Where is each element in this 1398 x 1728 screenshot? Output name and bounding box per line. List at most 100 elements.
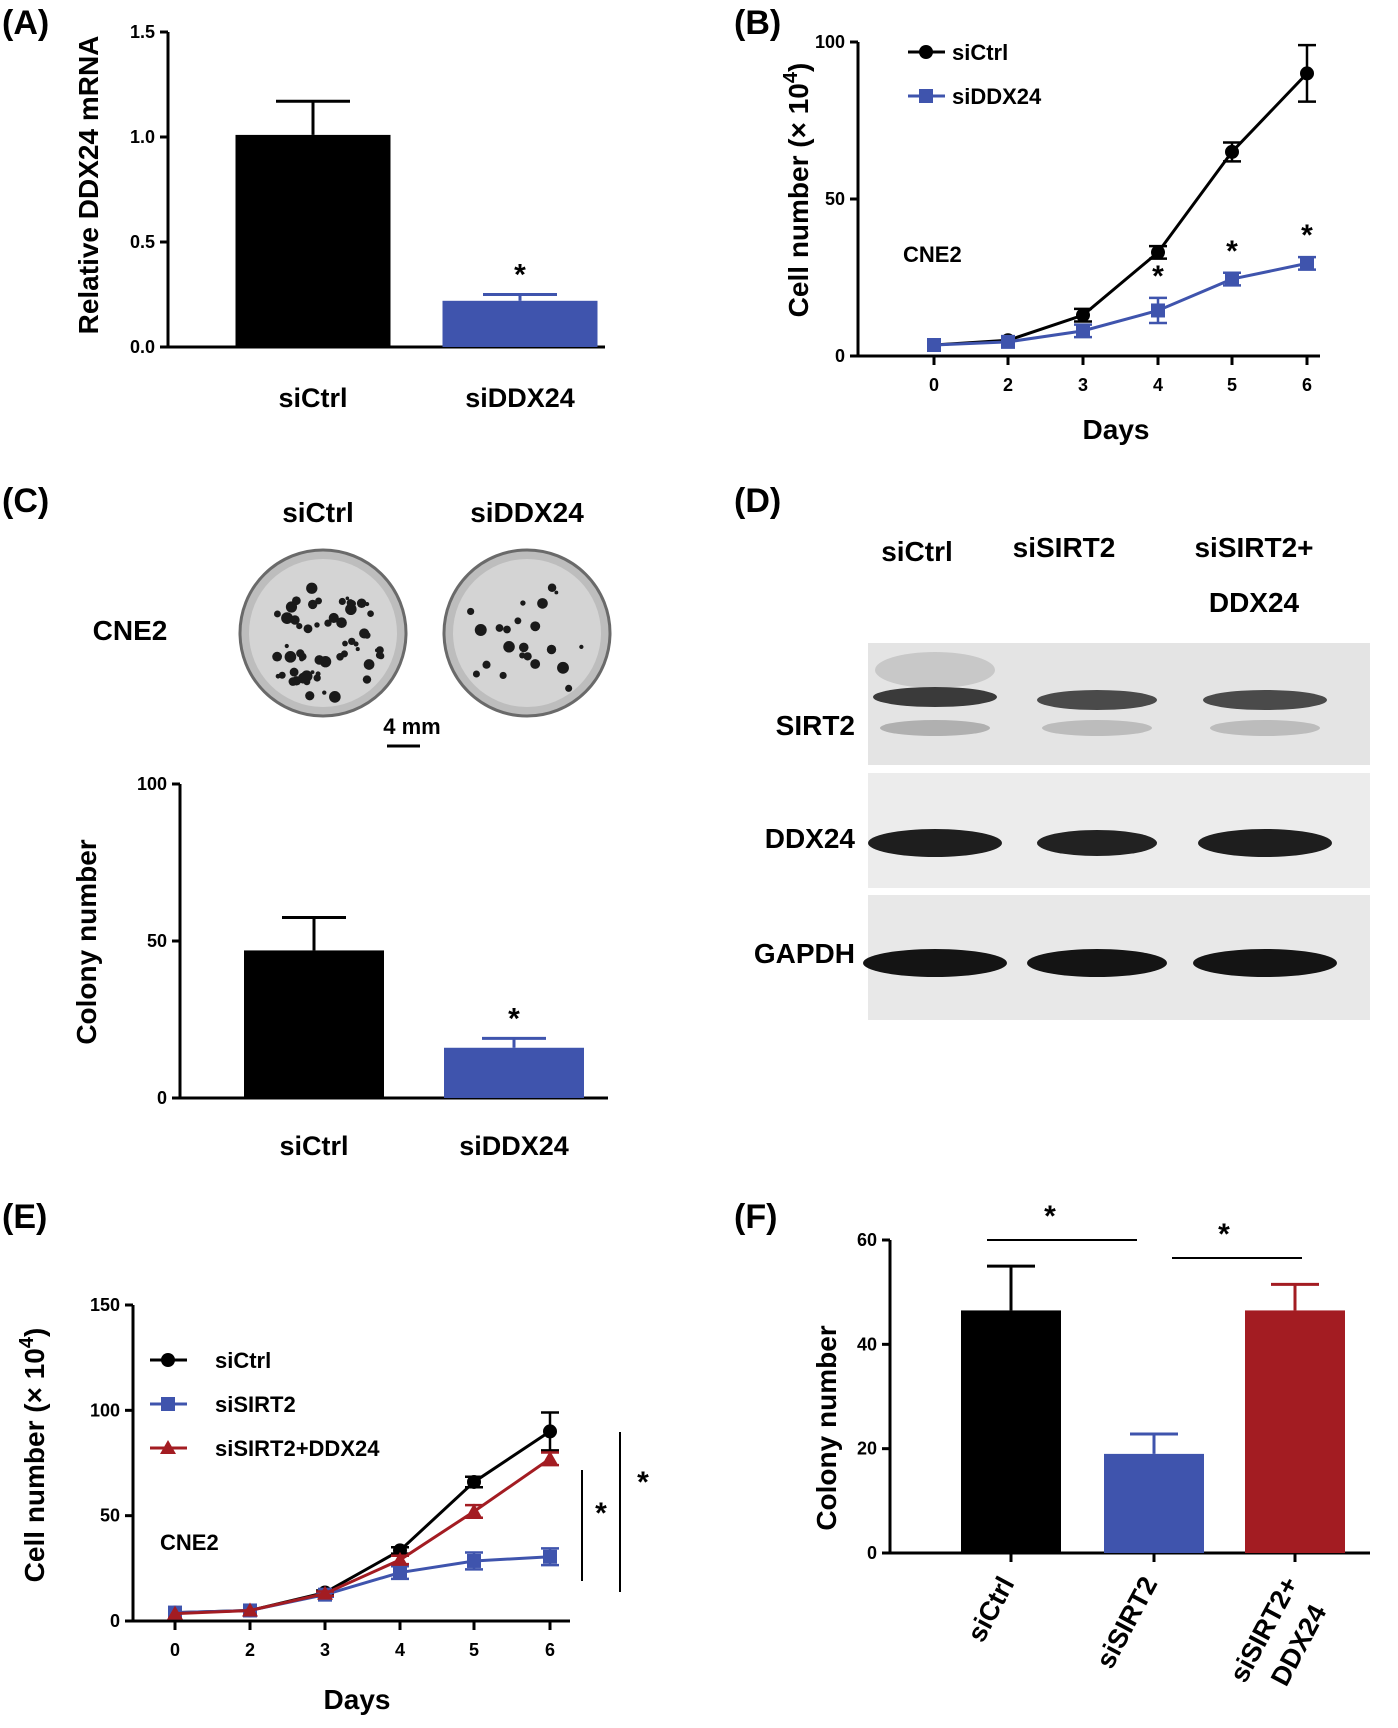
panel-c-row-label: CNE2 bbox=[93, 615, 168, 646]
legend-marker-sictrl bbox=[919, 45, 933, 59]
b-x-tick-label: 3 bbox=[1078, 375, 1088, 395]
colony bbox=[579, 644, 584, 650]
panel-f-ylabel: Colony number bbox=[811, 1325, 842, 1530]
comparison-star-2: * bbox=[1218, 1218, 1230, 1251]
colony bbox=[284, 651, 297, 663]
panel-e: (E) Cell number (× 104) Days CNE2 siCtrl… bbox=[2, 1198, 649, 1715]
colony bbox=[499, 671, 507, 680]
e-point bbox=[242, 1602, 258, 1617]
colony bbox=[345, 596, 350, 601]
lane-label-sictrl: siCtrl bbox=[881, 536, 953, 567]
band-label-gapdh: GAPDH bbox=[754, 938, 855, 969]
colony bbox=[292, 596, 301, 606]
legend-sictrl: siCtrl bbox=[952, 40, 1008, 65]
panel-d: (D) siCtrl siSIRT2 siSIRT2+ DDX24 SIRT2 … bbox=[734, 482, 1370, 1020]
legend-siddx24: siDDX24 bbox=[952, 84, 1042, 109]
b-point bbox=[1001, 334, 1015, 349]
f-y-tick-label: 20 bbox=[857, 1439, 877, 1459]
lane-label-sisirt2-ddx24: siSIRT2+ bbox=[1194, 532, 1313, 563]
b-point bbox=[1225, 272, 1239, 287]
e-point bbox=[542, 1450, 558, 1465]
b-point bbox=[1225, 144, 1239, 159]
colony bbox=[514, 617, 522, 625]
colony bbox=[329, 691, 341, 703]
c-y-tick-label: 50 bbox=[147, 931, 167, 951]
b-y-tick-label: 50 bbox=[825, 189, 845, 209]
b-point bbox=[1151, 245, 1165, 260]
colony bbox=[290, 615, 300, 625]
colony bbox=[296, 623, 303, 630]
a-y-tick-label: 1.5 bbox=[130, 22, 155, 42]
panel-e-ylabel-main: Cell number (× 10 bbox=[19, 1348, 50, 1582]
f-y-tick-label: 0 bbox=[867, 1543, 877, 1563]
colony bbox=[353, 641, 359, 647]
colony bbox=[520, 600, 526, 606]
e-y-tick-label: 0 bbox=[110, 1611, 120, 1631]
f-y-tick-label: 40 bbox=[857, 1334, 877, 1354]
f-category-label: siCtrl bbox=[961, 1572, 1020, 1647]
a-y-tick-label: 0.0 bbox=[130, 337, 155, 357]
colony bbox=[503, 641, 515, 653]
f-category-label: siSIRT2 bbox=[1090, 1572, 1163, 1674]
c-y-tick-label: 100 bbox=[137, 774, 167, 794]
colony bbox=[355, 647, 360, 652]
b-x-tick-label: 0 bbox=[929, 375, 939, 395]
b-x-tick-label: 6 bbox=[1302, 375, 1312, 395]
e-x-tick-label: 5 bbox=[469, 1640, 479, 1660]
b-sig: * bbox=[1301, 219, 1313, 252]
b-point bbox=[1076, 308, 1090, 323]
c-category-label: siDDX24 bbox=[459, 1131, 569, 1161]
comparison-star-1: * bbox=[1044, 1200, 1056, 1233]
legend-e-sictrl: siCtrl bbox=[215, 1348, 271, 1373]
c-y-tick-label: 0 bbox=[157, 1088, 167, 1108]
colony bbox=[315, 597, 323, 605]
colony bbox=[278, 671, 286, 679]
colony bbox=[328, 612, 339, 624]
e-x-tick-label: 6 bbox=[545, 1640, 555, 1660]
e-point bbox=[317, 1585, 333, 1600]
e-y-tick-label: 150 bbox=[90, 1295, 120, 1315]
panel-e-label: (E) bbox=[2, 1198, 47, 1236]
e-y-tick-label: 100 bbox=[90, 1400, 120, 1420]
colony bbox=[299, 656, 305, 662]
panel-e-ylabel: Cell number (× 104) bbox=[16, 1328, 50, 1583]
e-point bbox=[167, 1605, 183, 1620]
a-sig-1: * bbox=[514, 259, 526, 292]
bracket-star-1: * bbox=[595, 1497, 607, 1530]
a-category-label: siCtrl bbox=[278, 383, 347, 413]
panel-a-bars: * bbox=[235, 99, 598, 347]
colony bbox=[300, 670, 313, 682]
band-label-ddx24: DDX24 bbox=[765, 823, 856, 854]
b-sig: * bbox=[1226, 235, 1238, 268]
panel-b-lines: * * * bbox=[927, 43, 1316, 353]
colony bbox=[519, 652, 526, 659]
blot-strip-sirt2 bbox=[868, 643, 1370, 765]
b-point bbox=[1076, 323, 1090, 338]
colony bbox=[482, 660, 491, 669]
panel-a-ylabel: Relative DDX24 mRNA bbox=[73, 36, 104, 335]
panel-c-col-sictrl: siCtrl bbox=[282, 497, 354, 528]
e-x-tick-label: 2 bbox=[245, 1640, 255, 1660]
b-point bbox=[1151, 303, 1165, 318]
panel-f-bars bbox=[961, 1264, 1345, 1553]
colony bbox=[547, 583, 557, 593]
colony bbox=[284, 643, 289, 649]
b-point bbox=[1300, 66, 1314, 81]
colony bbox=[336, 652, 344, 661]
e-line-siSIRT2+DDX24 bbox=[174, 1457, 551, 1616]
c-bar-0 bbox=[244, 950, 384, 1098]
panel-b-xlabel: Days bbox=[1083, 414, 1150, 445]
colony bbox=[333, 696, 339, 701]
f-bar-2 bbox=[1245, 1310, 1345, 1553]
bracket-star-2: * bbox=[637, 1466, 649, 1499]
colony bbox=[546, 644, 557, 655]
b-y-tick-label: 100 bbox=[815, 32, 845, 52]
e-line-siSIRT2 bbox=[174, 1555, 551, 1615]
colony bbox=[356, 598, 367, 608]
colony bbox=[530, 659, 541, 669]
e-point bbox=[393, 1543, 407, 1558]
e-y-tick-label: 50 bbox=[100, 1506, 120, 1526]
e-x-tick-label: 3 bbox=[320, 1640, 330, 1660]
